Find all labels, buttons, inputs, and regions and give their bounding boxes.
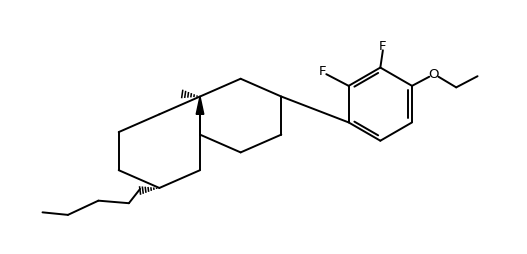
Text: O: O	[428, 68, 438, 81]
Text: F: F	[379, 40, 387, 53]
Polygon shape	[196, 97, 204, 114]
Text: F: F	[318, 65, 326, 78]
